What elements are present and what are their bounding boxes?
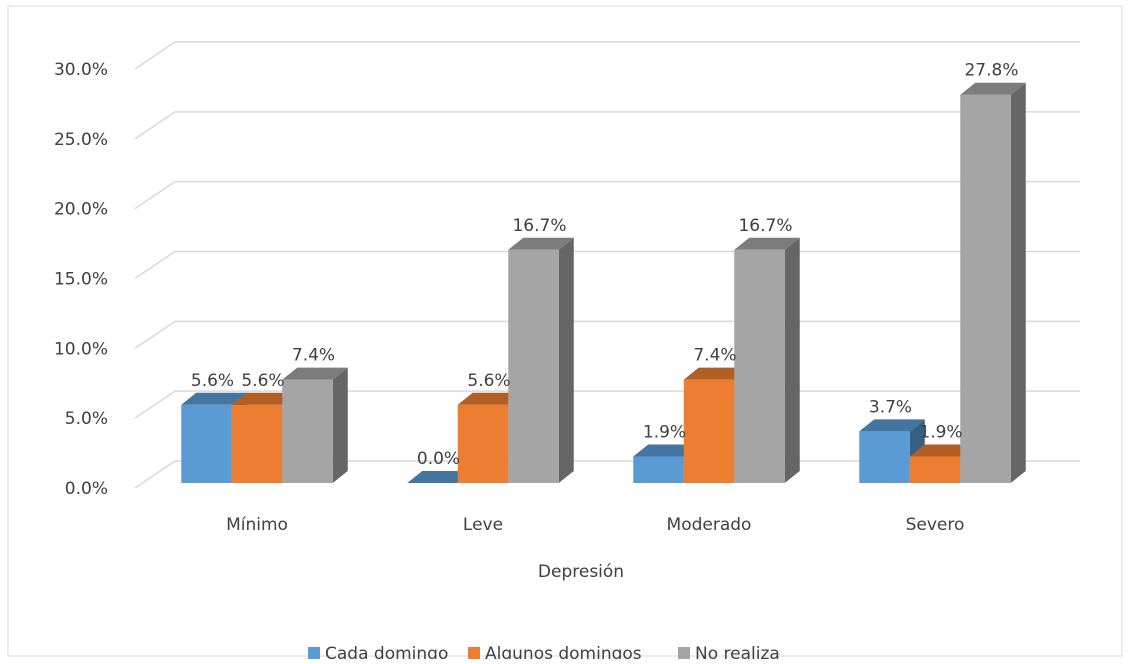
legend-label: Cada domingo [325, 644, 448, 659]
grid-line [134, 180, 1080, 210]
bar-top [960, 82, 1026, 95]
bar-top [734, 237, 800, 250]
y-tick-label: 15.0% [54, 270, 108, 290]
value-label: 7.4% [292, 346, 335, 366]
value-label: 27.8% [964, 61, 1018, 81]
bar-top [457, 392, 524, 405]
bar [683, 367, 750, 483]
bar [407, 471, 473, 483]
bar-top [683, 367, 750, 380]
bar-top [859, 419, 925, 432]
bar-front [633, 456, 684, 483]
bar-side [1010, 82, 1026, 483]
legend-label: Algunos domingos [485, 644, 642, 659]
x-tick-label: Leve [463, 515, 503, 535]
value-label: 16.7% [512, 216, 566, 236]
x-tick-label: Mínimo [226, 515, 288, 535]
bar [859, 419, 925, 483]
bar-top [181, 392, 247, 405]
value-label: 5.6% [241, 371, 284, 391]
bar [960, 82, 1026, 483]
legend-swatch [308, 647, 320, 659]
y-tick-label: 20.0% [54, 200, 108, 220]
grid-line [134, 111, 1080, 140]
bar-top [282, 367, 348, 380]
y-tick-label: 0.0% [65, 479, 108, 499]
bar-top [231, 392, 298, 405]
y-tick-label: 10.0% [54, 339, 108, 359]
y-tick-label: 30.0% [54, 60, 108, 80]
bar-front [859, 431, 910, 483]
bar-front [181, 404, 232, 483]
value-label: 7.4% [693, 346, 736, 366]
bar [282, 367, 348, 483]
value-label: 5.6% [191, 371, 234, 391]
bar-top [633, 444, 699, 457]
bar-side [784, 237, 800, 483]
bar-front [683, 379, 735, 483]
bar-front [282, 379, 333, 483]
value-label: 3.7% [869, 397, 912, 417]
bar-side [558, 237, 574, 483]
bar-front [909, 456, 961, 483]
value-label: 0.0% [417, 449, 460, 469]
bar-front [231, 404, 283, 483]
bar-front [508, 249, 559, 483]
bar [508, 237, 574, 483]
bar-top [407, 471, 473, 483]
x-tick-label: Moderado [667, 515, 752, 535]
value-label: 1.9% [643, 422, 686, 442]
bar [734, 237, 800, 483]
value-label: 5.6% [467, 371, 510, 391]
bar-top [909, 444, 976, 457]
value-label: 1.9% [919, 422, 962, 442]
legend-swatch [678, 647, 690, 659]
x-axis-title: Depresión [538, 562, 624, 582]
grid-line [134, 41, 1080, 70]
bar-top [508, 237, 574, 250]
bar-side [332, 367, 348, 483]
bar-front [734, 249, 785, 483]
value-label: 16.7% [738, 216, 792, 236]
bar-front [457, 404, 509, 483]
x-tick-label: Severo [906, 515, 965, 535]
legend-swatch [468, 647, 480, 659]
bar-front [960, 94, 1011, 483]
y-tick-label: 5.0% [65, 409, 108, 429]
y-tick-label: 25.0% [54, 130, 108, 150]
legend-label: No realiza [695, 644, 780, 659]
